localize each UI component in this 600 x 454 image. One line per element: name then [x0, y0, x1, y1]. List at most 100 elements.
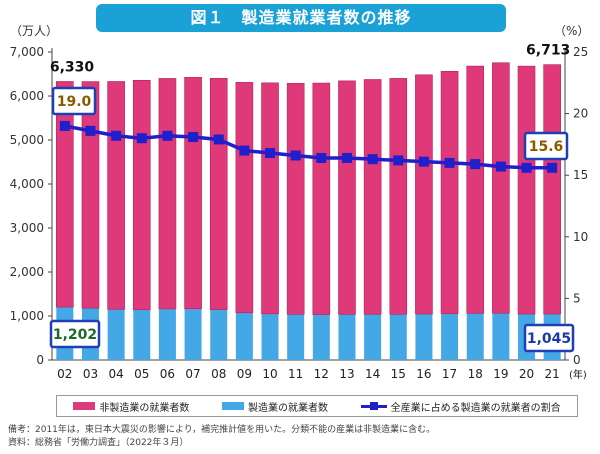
- bar-manufacturing: [312, 314, 330, 360]
- bar-manufacturing: [133, 309, 151, 360]
- right-axis-tick-label: 10: [573, 230, 588, 244]
- x-axis-tick-label: 02: [57, 367, 72, 381]
- bar-non-manufacturing: [389, 78, 408, 315]
- bar-non-manufacturing: [312, 82, 331, 315]
- ratio-marker: [213, 134, 224, 145]
- x-axis-tick-label: 20: [519, 367, 534, 381]
- x-axis-tick-label: 06: [160, 367, 175, 381]
- ratio-label-last: 15.6: [529, 139, 564, 155]
- ratio-marker: [341, 152, 352, 163]
- bar-non-manufacturing: [543, 64, 561, 315]
- ratio-marker: [59, 120, 70, 131]
- left-axis-tick-label: 0: [36, 353, 44, 367]
- legend-swatch-non-manufacturing: [73, 402, 96, 410]
- bar-non-manufacturing: [492, 62, 510, 314]
- x-axis-tick-label: 12: [314, 367, 329, 381]
- mfg-label-last: 1,045: [527, 331, 571, 347]
- x-axis-tick-label: 08: [211, 367, 226, 381]
- ratio-marker: [239, 145, 250, 156]
- ratio-marker: [495, 161, 506, 172]
- bar-manufacturing: [415, 314, 433, 360]
- legend-item-ratio: 全産業に占める製造業の就業者の割合: [360, 399, 561, 414]
- bar-manufacturing: [389, 314, 407, 360]
- right-axis-tick-label: 5: [573, 291, 581, 305]
- bar-non-manufacturing: [338, 80, 356, 315]
- bar-non-manufacturing: [81, 81, 100, 309]
- legend: 非製造業の就業者数 製造業の就業者数 全産業に占める製造業の就業者の割合: [56, 395, 578, 417]
- x-axis-unit: (年): [569, 368, 587, 381]
- ratio-label-last-box: [523, 131, 569, 161]
- ratio-marker: [111, 130, 122, 141]
- legend-item-manufacturing: 製造業の就業者数: [221, 399, 328, 414]
- mfg-label-first-box: [49, 319, 101, 349]
- x-axis-tick-label: 13: [339, 367, 354, 381]
- x-axis-tick-label: 16: [416, 367, 431, 381]
- bar-manufacturing: [261, 313, 279, 360]
- right-axis-tick-label: 20: [573, 107, 588, 121]
- x-axis-tick-label: 19: [493, 367, 508, 381]
- bar-non-manufacturing: [466, 65, 485, 314]
- bar-non-manufacturing: [415, 74, 433, 315]
- bar-non-manufacturing: [158, 78, 177, 310]
- ratio-marker: [136, 133, 147, 144]
- ratio-marker: [316, 152, 327, 163]
- x-axis-tick-label: 14: [365, 367, 380, 381]
- bar-manufacturing: [287, 314, 305, 360]
- chart-title: 図１ 製造業就業者数の推移: [96, 4, 506, 32]
- bar-non-manufacturing: [184, 77, 202, 310]
- ratio-label-first: 19.0: [57, 94, 92, 110]
- bar-manufacturing: [492, 313, 510, 360]
- ratio-marker: [521, 162, 532, 173]
- bar-non-manufacturing: [235, 82, 254, 314]
- ratio-marker: [547, 162, 558, 173]
- left-axis-tick-label: 2,000: [10, 265, 44, 279]
- left-axis-unit: （万人）: [10, 24, 59, 38]
- bar-manufacturing: [107, 309, 125, 360]
- bar-manufacturing: [235, 312, 253, 360]
- ratio-marker: [418, 156, 429, 167]
- ratio-marker: [367, 154, 378, 165]
- right-axis-tick-label: 25: [573, 45, 588, 59]
- x-axis-tick-label: 03: [83, 367, 98, 381]
- left-axis-tick-label: 5,000: [10, 133, 44, 147]
- legend-label-ratio: 全産業に占める製造業の就業者の割合: [390, 402, 561, 414]
- bar-manufacturing: [441, 313, 459, 360]
- x-axis-tick-label: 10: [262, 367, 277, 381]
- bar-manufacturing: [158, 308, 176, 360]
- note-source: 資料：総務省「労働力調査」（2022年３月）: [8, 438, 189, 448]
- total-label-last: 6,713: [526, 43, 570, 59]
- x-axis-tick-label: 11: [288, 367, 303, 381]
- ratio-label-first-box: [51, 86, 97, 116]
- mfg-label-first: 1,202: [53, 327, 97, 343]
- x-axis-tick-label: 18: [468, 367, 483, 381]
- bar-non-manufacturing: [56, 81, 74, 308]
- ratio-marker: [444, 157, 455, 168]
- x-axis-tick-label: 05: [134, 367, 149, 381]
- left-axis-tick-label: 1,000: [10, 309, 44, 323]
- left-axis-tick-label: 7,000: [10, 45, 44, 59]
- right-axis-tick-label: 0: [573, 353, 581, 367]
- bar-manufacturing: [338, 314, 356, 360]
- bar-non-manufacturing: [209, 78, 228, 310]
- bar-non-manufacturing: [440, 70, 459, 315]
- left-axis-tick-label: 4,000: [10, 177, 44, 191]
- legend-label-non-manufacturing: 非製造業の就業者数: [99, 402, 190, 414]
- bar-non-manufacturing: [286, 82, 305, 315]
- legend-label-manufacturing: 製造業の就業者数: [247, 402, 328, 414]
- bar-manufacturing: [210, 309, 228, 360]
- ratio-marker: [470, 159, 481, 170]
- left-axis-tick-label: 3,000: [10, 221, 44, 235]
- right-axis-tick-label: 15: [573, 168, 588, 182]
- note-line-1: 備考：2011年は，東日本大震災の影響により，補完推計値を用いた。分類不能の産業…: [8, 425, 436, 435]
- bar-manufacturing: [466, 313, 484, 360]
- ratio-marker: [162, 130, 173, 141]
- x-axis-tick-label: 21: [545, 367, 560, 381]
- right-axis-unit: （%）: [554, 24, 590, 38]
- x-axis-tick-label: 17: [442, 367, 457, 381]
- notes: 備考：2011年は，東日本大震災の影響により，補完推計値を用いた。分類不能の産業…: [8, 424, 435, 450]
- x-axis-tick-label: 15: [391, 367, 406, 381]
- bar-manufacturing: [364, 314, 382, 360]
- x-axis-tick-label: 09: [237, 367, 252, 381]
- bar-non-manufacturing: [517, 65, 536, 315]
